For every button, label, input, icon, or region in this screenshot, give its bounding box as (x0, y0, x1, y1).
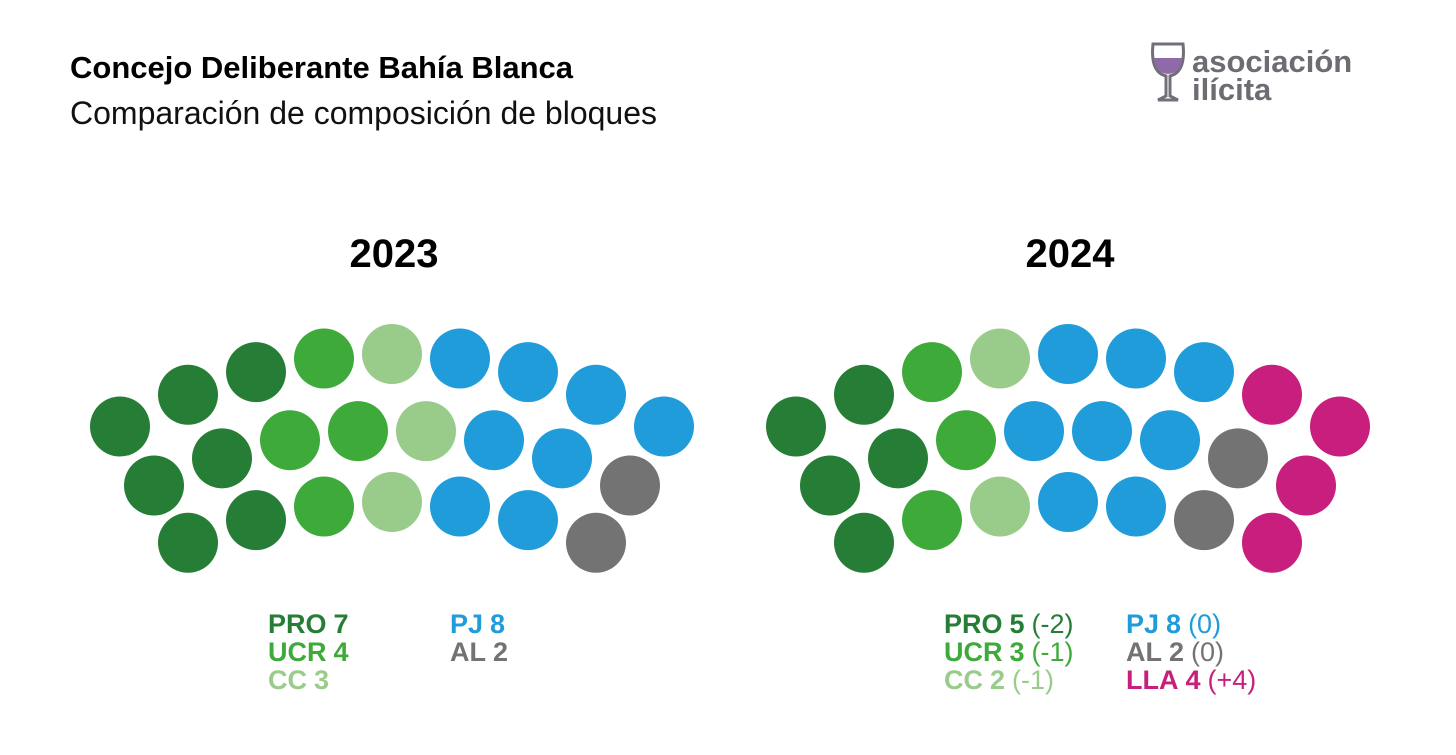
seat (362, 472, 422, 532)
seat (226, 342, 286, 403)
seat (430, 328, 490, 389)
legend-change: (0) (1188, 609, 1221, 639)
legend-change: (0) (1191, 637, 1224, 667)
seat (766, 396, 826, 457)
seat (1174, 342, 1234, 403)
seat (800, 455, 860, 516)
chart-title: 2023 (350, 232, 439, 276)
seat (902, 342, 962, 403)
logo-wine (1154, 58, 1182, 74)
seat (834, 364, 894, 425)
seat (1004, 401, 1064, 462)
seat (1174, 490, 1234, 551)
legend-name: PRO (944, 609, 1003, 639)
legend-value: 7 (334, 609, 349, 639)
seat (430, 476, 490, 537)
seat (192, 428, 252, 489)
seat (1276, 455, 1336, 516)
legend-name: PRO (268, 609, 327, 639)
seat (902, 490, 962, 551)
legend-value: 8 (1166, 609, 1181, 639)
seat (260, 410, 320, 471)
title: Concejo Deliberante Bahía Blanca (70, 50, 574, 85)
logo-text: ilícita (1192, 72, 1272, 107)
seat (566, 364, 626, 425)
seat (124, 455, 184, 516)
chart-title: 2024 (1026, 232, 1116, 276)
legend-entry: UCR 3 (-1) (944, 637, 1074, 667)
seat (1208, 428, 1268, 489)
legend-value: 4 (1185, 665, 1200, 695)
legend-value: 2 (990, 665, 1005, 695)
seat (328, 401, 388, 462)
subtitle: Comparación de composición de bloques (70, 95, 657, 131)
seat (1072, 401, 1132, 462)
seat (158, 364, 218, 425)
legend-change: (+4) (1208, 665, 1257, 695)
legend-change: (-1) (1032, 637, 1074, 667)
seat (970, 476, 1030, 537)
legend-value: 4 (334, 637, 349, 667)
legend-entry: PRO 7 (268, 609, 349, 639)
legend-name: AL (450, 637, 486, 667)
legend-value: 2 (1169, 637, 1184, 667)
legend-entry: UCR 4 (268, 637, 349, 667)
seat (1038, 472, 1098, 532)
legend-name: CC (268, 665, 307, 695)
seat (834, 512, 894, 573)
logo: asociación ilícita (1151, 42, 1352, 107)
seat (464, 410, 524, 471)
legend-entry: LLA 4 (+4) (1126, 665, 1256, 695)
seat (868, 428, 928, 489)
legend-name: PJ (1126, 609, 1159, 639)
seat (1242, 364, 1302, 425)
legend-change: (-2) (1032, 609, 1074, 639)
legend-value: 5 (1010, 609, 1025, 639)
seat (498, 490, 558, 551)
seat (1140, 410, 1200, 471)
legend-entry: PJ 8 (450, 609, 505, 639)
seat (498, 342, 558, 403)
seat (1310, 396, 1370, 457)
seat (566, 512, 626, 573)
legend-value: 3 (1010, 637, 1025, 667)
seat (1242, 512, 1302, 573)
seat (1106, 476, 1166, 537)
legend-name: CC (944, 665, 983, 695)
legend-name: UCR (268, 637, 327, 667)
seat (1038, 324, 1098, 384)
seat (294, 328, 354, 389)
legend-entry: CC 2 (-1) (944, 665, 1054, 695)
legend-name: PJ (450, 609, 483, 639)
seat (226, 490, 286, 551)
legend-value: 8 (490, 609, 505, 639)
seat (532, 428, 592, 489)
legend-change: (-1) (1012, 665, 1054, 695)
seat (634, 396, 694, 457)
legend-entry: PRO 5 (-2) (944, 609, 1074, 639)
legend-entry: CC 3 (268, 665, 329, 695)
seat (396, 401, 456, 462)
seat (362, 324, 422, 384)
legend-name: UCR (944, 637, 1003, 667)
legend-value: 3 (314, 665, 329, 695)
seat (970, 328, 1030, 389)
seat (294, 476, 354, 537)
legend-name: LLA (1126, 665, 1178, 695)
logo-glass (1151, 42, 1185, 102)
seat (1106, 328, 1166, 389)
seat (158, 512, 218, 573)
legend-name: AL (1126, 637, 1162, 667)
seat (600, 455, 660, 516)
seat (936, 410, 996, 471)
legend-entry: AL 2 (450, 637, 508, 667)
legend-entry: AL 2 (0) (1126, 637, 1224, 667)
legend-value: 2 (493, 637, 508, 667)
logo-text: asociación (1192, 44, 1352, 79)
legend-entry: PJ 8 (0) (1126, 609, 1221, 639)
seat (90, 396, 150, 457)
